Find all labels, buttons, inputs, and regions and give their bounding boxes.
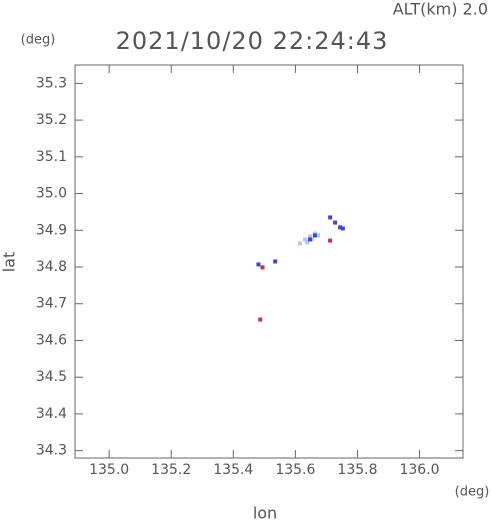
x-tick-label: 135.2 bbox=[151, 462, 191, 478]
echo-point bbox=[338, 225, 343, 230]
y-tick-label: 34.8 bbox=[36, 259, 67, 275]
echo-point bbox=[307, 237, 312, 242]
echo-point bbox=[333, 220, 338, 225]
y-tick-label: 34.5 bbox=[36, 369, 67, 385]
y-tick-label: 34.6 bbox=[36, 332, 67, 348]
y-tick-label: 35.3 bbox=[36, 75, 67, 91]
x-tick-label: 135.0 bbox=[89, 462, 129, 478]
echo-point bbox=[273, 259, 278, 264]
plot-frame bbox=[74, 64, 464, 459]
y-tick-label: 35.2 bbox=[36, 112, 67, 128]
y-tick-label: 34.7 bbox=[36, 296, 67, 312]
echo-point bbox=[303, 237, 308, 242]
echo-point bbox=[260, 265, 265, 270]
chart-subtitle: ALT(km) 2.0 bbox=[393, 0, 488, 19]
echo-point bbox=[340, 226, 345, 231]
x-tick-label: 136.0 bbox=[399, 462, 439, 478]
x-tick-label: 135.8 bbox=[337, 462, 377, 478]
y-unit: (deg) bbox=[21, 33, 56, 48]
x-tick-label: 135.4 bbox=[213, 462, 253, 478]
echo-point bbox=[307, 234, 312, 239]
y-tick-label: 34.4 bbox=[36, 406, 67, 422]
y-tick-label: 34.9 bbox=[36, 222, 67, 238]
y-tick-label: 35.0 bbox=[36, 186, 67, 202]
echo-point bbox=[256, 262, 261, 267]
y-axis-label: lat bbox=[0, 252, 19, 273]
echo-point bbox=[328, 238, 333, 243]
echo-point bbox=[316, 233, 321, 238]
y-tick-label: 34.3 bbox=[36, 443, 67, 459]
y-tick-label: 35.1 bbox=[36, 149, 67, 165]
echo-point bbox=[258, 317, 263, 322]
echo-point bbox=[312, 233, 317, 238]
x-unit: (deg) bbox=[455, 485, 490, 500]
echo-point bbox=[298, 241, 303, 246]
chart-title: 2021/10/20 22:24:43 bbox=[116, 27, 389, 55]
echo-point bbox=[328, 215, 333, 220]
x-tick-label: 135.6 bbox=[275, 462, 315, 478]
echo-point bbox=[310, 237, 315, 242]
echo-point bbox=[305, 240, 310, 245]
x-axis-label: lon bbox=[253, 504, 277, 522]
